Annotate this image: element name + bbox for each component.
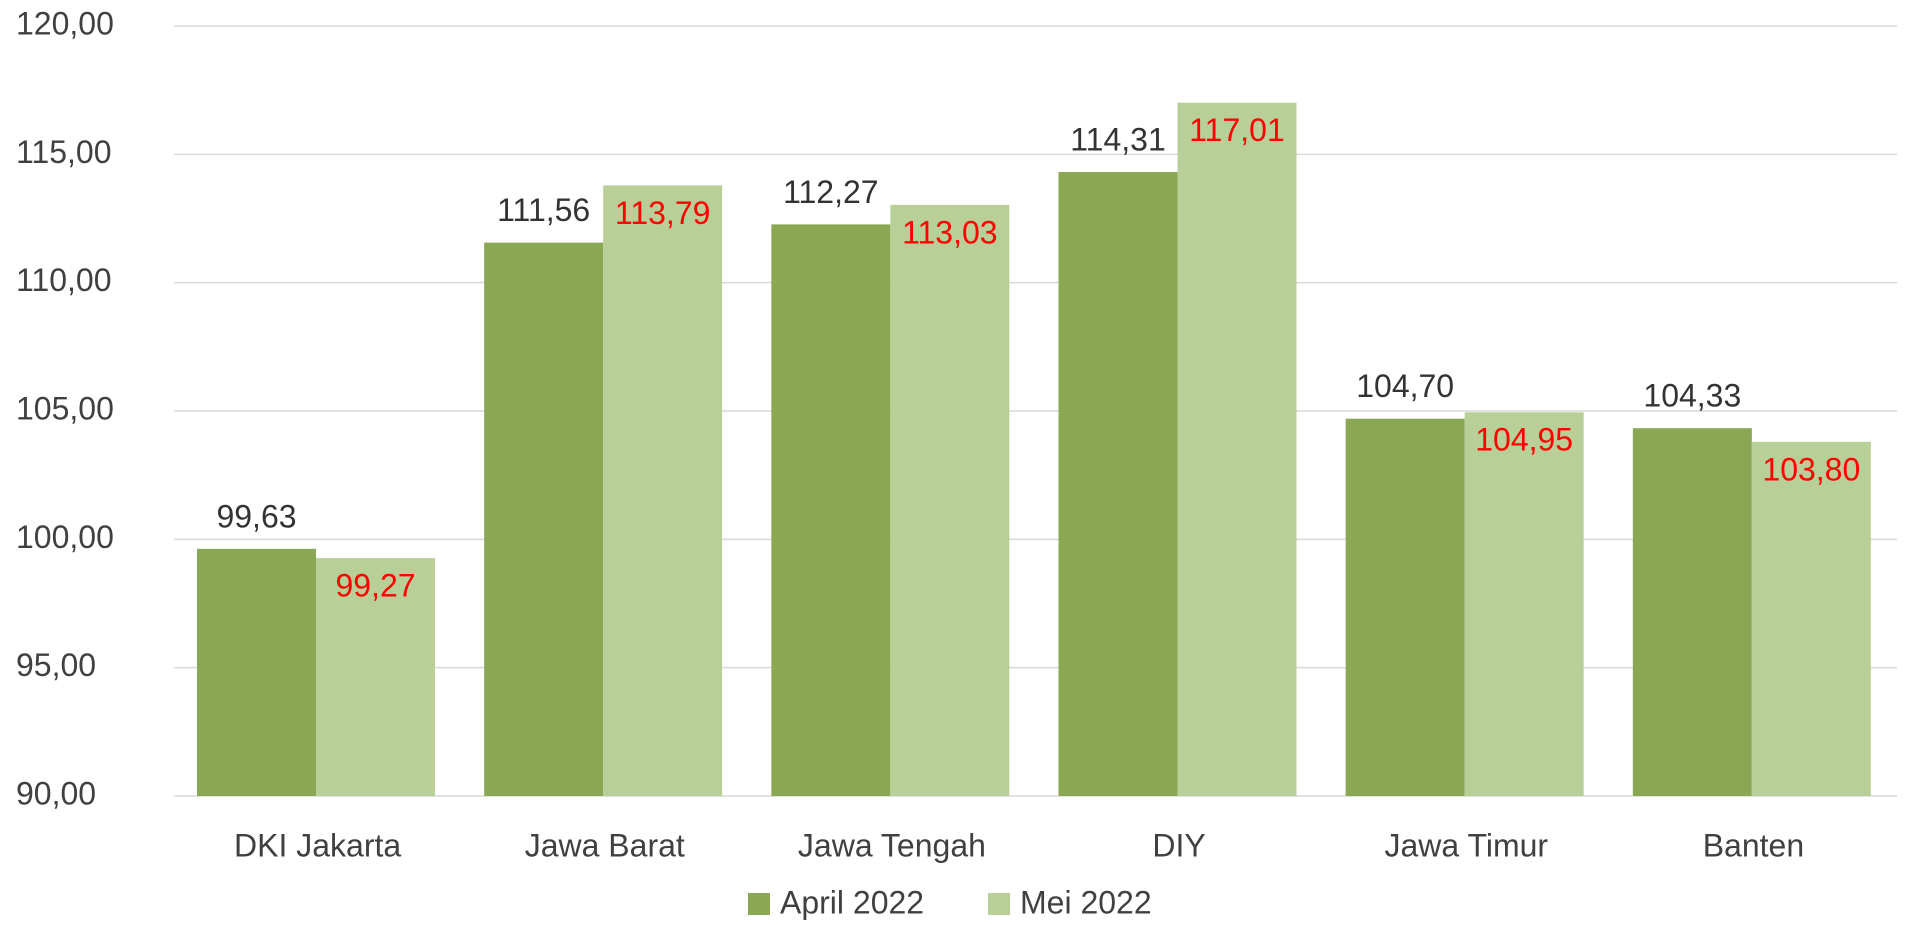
- data-label: 111,56: [497, 192, 590, 228]
- x-tick-label: DKI Jakarta: [234, 827, 401, 863]
- data-label: 112,27: [783, 174, 879, 210]
- legend-label: Mei 2022: [1020, 884, 1152, 920]
- data-label: 104,95: [1475, 422, 1573, 458]
- data-label: 99,63: [216, 498, 296, 534]
- y-tick-label: 100,00: [16, 519, 114, 555]
- y-tick-label: 90,00: [16, 775, 96, 811]
- bar: [1059, 172, 1178, 796]
- y-tick-label: 120,00: [16, 5, 114, 41]
- bar: [1346, 419, 1465, 796]
- data-label: 113,79: [615, 195, 711, 231]
- bar: [771, 224, 890, 796]
- bar: [484, 243, 603, 796]
- page: 90,00 95,00 100,00 105,00 110,00 115,00 120,00…: [0, 0, 1909, 925]
- bar: [1465, 412, 1584, 796]
- bar: [603, 185, 722, 796]
- bar: [1752, 442, 1871, 796]
- data-label: 99,27: [335, 568, 415, 604]
- x-tick-label: DIY: [1152, 827, 1205, 863]
- y-tick-label: 105,00: [16, 390, 114, 426]
- x-tick-label: Jawa Tengah: [798, 827, 986, 863]
- legend-swatch: [988, 893, 1010, 915]
- x-tick-label: Jawa Timur: [1384, 827, 1548, 863]
- data-label: 113,03: [902, 214, 998, 250]
- data-label: 104,70: [1356, 368, 1454, 404]
- data-label: 114,31: [1070, 121, 1166, 157]
- y-tick-label: 95,00: [16, 647, 96, 683]
- bar: [890, 205, 1009, 796]
- bar: [197, 549, 316, 796]
- x-tick-label: Jawa Barat: [525, 827, 685, 863]
- legend-label: April 2022: [780, 884, 924, 920]
- legend-swatch: [748, 893, 770, 915]
- bar: [1178, 103, 1297, 796]
- y-tick-label: 110,00: [16, 262, 112, 298]
- data-label: 117,01: [1189, 112, 1285, 148]
- x-tick-label: Banten: [1703, 827, 1804, 863]
- data-label: 103,80: [1762, 451, 1860, 487]
- y-tick-label: 115,00: [16, 134, 112, 170]
- chart: 90,00 95,00 100,00 105,00 110,00 115,00 120,00…: [0, 0, 1909, 925]
- data-label: 104,33: [1643, 378, 1741, 414]
- bar: [1633, 428, 1752, 796]
